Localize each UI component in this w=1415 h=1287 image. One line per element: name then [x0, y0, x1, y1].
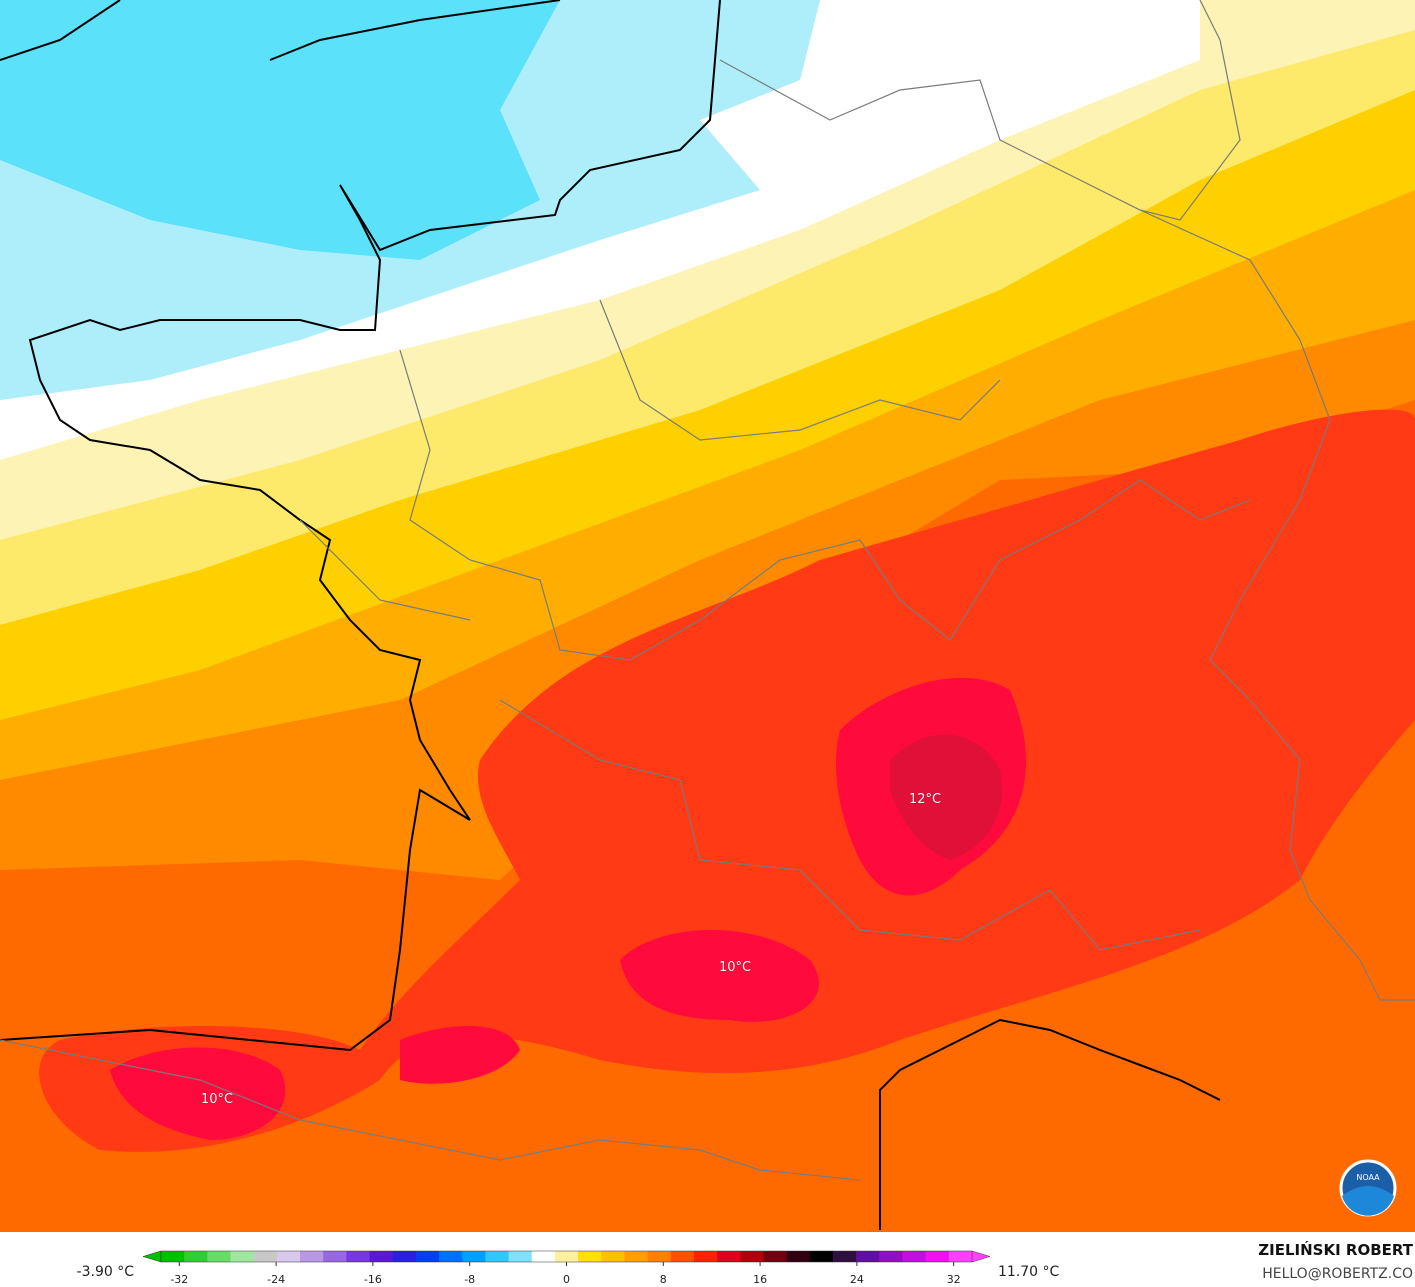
colorbar-segment [601, 1251, 625, 1262]
colorbar-segment [809, 1251, 834, 1262]
colorbar-segment [485, 1251, 510, 1262]
colorbar-tick-label: -24 [267, 1273, 285, 1286]
colorbar-segment [369, 1251, 394, 1262]
coastline [0, 0, 1221, 1230]
colorbar-segment [624, 1251, 649, 1262]
colorbar-segment [323, 1251, 347, 1262]
borders [0, 0, 1415, 1181]
colorbar-segment [717, 1251, 741, 1262]
colorbar: -32 -24 -16 -8 0 8 16 24 32 [142, 1250, 991, 1286]
colorbar-segment [763, 1251, 788, 1262]
colorbar-segment [832, 1251, 857, 1262]
colorbar-tick-label: 32 [947, 1273, 961, 1286]
colorbar-tick-label: 24 [850, 1273, 864, 1286]
colorbar-segment [346, 1251, 371, 1262]
colorbar-segment [856, 1251, 880, 1262]
colorbar-segment [392, 1251, 417, 1262]
temperature-label: 10°C [719, 960, 751, 975]
colorbar-segment [230, 1251, 255, 1262]
colorbar-segment [647, 1251, 672, 1262]
email: HELLO@ROBERTZ.CO [1262, 1266, 1413, 1282]
field [400, 1026, 520, 1084]
colorbar-segment [253, 1251, 278, 1262]
colorbar-segment [415, 1251, 440, 1262]
colorbar-tick-label: -32 [170, 1273, 188, 1286]
colorbar-segment [925, 1251, 950, 1262]
colorbar-segment [531, 1251, 556, 1262]
colorbar-segment [439, 1251, 463, 1262]
colorbar-segment [670, 1251, 695, 1262]
field [0, 0, 560, 260]
temperature-label: 10°C [201, 1092, 233, 1107]
colorbar-segment [740, 1251, 764, 1262]
colorbar-segment [554, 1251, 579, 1262]
colorbar-segment [184, 1251, 208, 1262]
colorbar-tick-label: 16 [753, 1273, 767, 1286]
temperature-label: 12°C [909, 792, 941, 807]
logo-text: NOAA [1356, 1173, 1380, 1182]
colorbar-segment [300, 1251, 324, 1262]
colorbar-segment [161, 1251, 185, 1262]
colorbar-segment [948, 1251, 973, 1262]
colorbar-tick-label: 0 [563, 1273, 570, 1286]
field [620, 930, 819, 1022]
max-label: 11.70 °C [998, 1264, 1060, 1280]
colorbar-tick-label: 8 [660, 1273, 667, 1286]
colorbar-segment [578, 1251, 602, 1262]
colorbar-segment [462, 1251, 486, 1262]
colorbar-tick-label: -16 [364, 1273, 382, 1286]
colorbar-segment [693, 1251, 718, 1262]
min-label: -3.90 °C [77, 1264, 135, 1280]
field [39, 409, 1415, 1152]
temperature-map: 12°C 10°C 10°C NOAA [0, 0, 1415, 1232]
colorbar-segment [207, 1251, 232, 1262]
logo-wave [1342, 1186, 1394, 1216]
field [890, 734, 1002, 860]
colorbar-segment [879, 1251, 903, 1262]
noaa-logo: NOAA [1339, 1159, 1397, 1217]
author: ZIELIŃSKI ROBERT [1258, 1240, 1413, 1259]
colorbar-segment [902, 1251, 927, 1262]
colorbar-tick-label: -8 [464, 1273, 475, 1286]
colorbar-segment [276, 1251, 301, 1262]
colorbar-segment [786, 1251, 811, 1262]
colorbar-segment [508, 1251, 533, 1262]
